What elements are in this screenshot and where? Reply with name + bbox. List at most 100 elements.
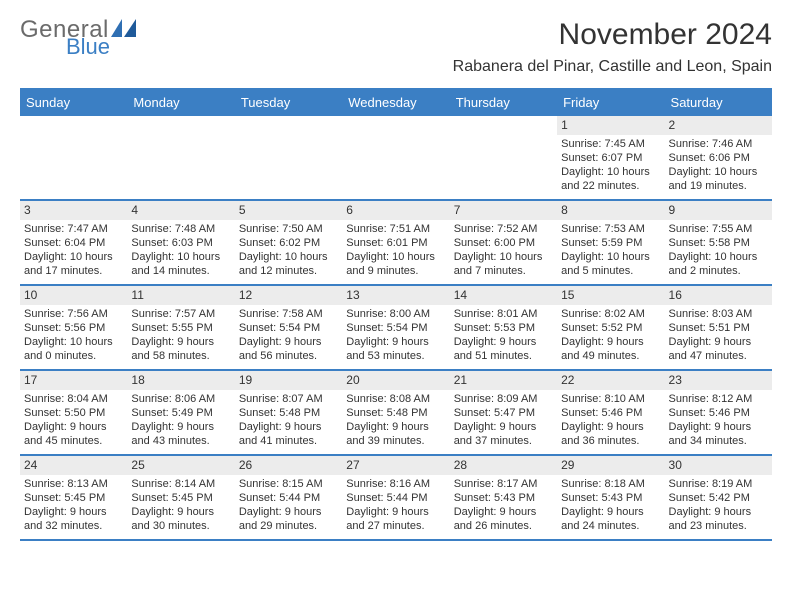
day-details: Sunrise: 7:51 AMSunset: 6:01 PMDaylight:… xyxy=(342,220,449,284)
empty-cell xyxy=(342,116,449,135)
sunrise-text: Sunrise: 8:02 AM xyxy=(561,308,660,322)
day-number: 26 xyxy=(235,456,342,475)
day-number-row: 17181920212223 xyxy=(20,371,772,390)
sunset-text: Sunset: 5:45 PM xyxy=(24,492,123,506)
sunrise-text: Sunrise: 8:04 AM xyxy=(24,393,123,407)
calendar-week: 12Sunrise: 7:45 AMSunset: 6:07 PMDayligh… xyxy=(20,116,772,201)
sunset-text: Sunset: 6:06 PM xyxy=(669,152,768,166)
day-header: Saturday xyxy=(665,90,772,116)
daylight-text: Daylight: 10 hours and 12 minutes. xyxy=(239,251,338,279)
day-details: Sunrise: 8:15 AMSunset: 5:44 PMDaylight:… xyxy=(235,475,342,539)
sunset-text: Sunset: 5:44 PM xyxy=(239,492,338,506)
day-details: Sunrise: 8:17 AMSunset: 5:43 PMDaylight:… xyxy=(450,475,557,539)
day-details: Sunrise: 7:45 AMSunset: 6:07 PMDaylight:… xyxy=(557,135,664,199)
day-header-row: SundayMondayTuesdayWednesdayThursdayFrid… xyxy=(20,90,772,116)
sunset-text: Sunset: 6:00 PM xyxy=(454,237,553,251)
sunset-text: Sunset: 5:43 PM xyxy=(454,492,553,506)
sunrise-text: Sunrise: 8:12 AM xyxy=(669,393,768,407)
daylight-text: Daylight: 9 hours and 24 minutes. xyxy=(561,506,660,534)
empty-cell xyxy=(127,116,234,135)
day-number: 4 xyxy=(127,201,234,220)
sunset-text: Sunset: 5:42 PM xyxy=(669,492,768,506)
day-details: Sunrise: 8:16 AMSunset: 5:44 PMDaylight:… xyxy=(342,475,449,539)
empty-cell xyxy=(127,135,234,199)
calendar-week: 17181920212223Sunrise: 8:04 AMSunset: 5:… xyxy=(20,371,772,456)
day-details: Sunrise: 8:07 AMSunset: 5:48 PMDaylight:… xyxy=(235,390,342,454)
daylight-text: Daylight: 10 hours and 5 minutes. xyxy=(561,251,660,279)
day-header: Tuesday xyxy=(235,90,342,116)
empty-cell xyxy=(235,135,342,199)
day-number: 25 xyxy=(127,456,234,475)
sunset-text: Sunset: 5:54 PM xyxy=(239,322,338,336)
day-number-row: 3456789 xyxy=(20,201,772,220)
daylight-text: Daylight: 10 hours and 17 minutes. xyxy=(24,251,123,279)
day-details: Sunrise: 7:47 AMSunset: 6:04 PMDaylight:… xyxy=(20,220,127,284)
day-number-row: 12 xyxy=(20,116,772,135)
day-details: Sunrise: 7:56 AMSunset: 5:56 PMDaylight:… xyxy=(20,305,127,369)
sunrise-text: Sunrise: 7:58 AM xyxy=(239,308,338,322)
day-details: Sunrise: 8:12 AMSunset: 5:46 PMDaylight:… xyxy=(665,390,772,454)
day-details: Sunrise: 8:14 AMSunset: 5:45 PMDaylight:… xyxy=(127,475,234,539)
day-header: Wednesday xyxy=(342,90,449,116)
sunset-text: Sunset: 5:55 PM xyxy=(131,322,230,336)
logo: General Blue xyxy=(20,18,137,58)
day-number: 18 xyxy=(127,371,234,390)
day-details: Sunrise: 7:53 AMSunset: 5:59 PMDaylight:… xyxy=(557,220,664,284)
sunset-text: Sunset: 5:52 PM xyxy=(561,322,660,336)
day-details: Sunrise: 8:18 AMSunset: 5:43 PMDaylight:… xyxy=(557,475,664,539)
daylight-text: Daylight: 9 hours and 47 minutes. xyxy=(669,336,768,364)
day-number: 2 xyxy=(665,116,772,135)
daylight-text: Daylight: 10 hours and 2 minutes. xyxy=(669,251,768,279)
sunset-text: Sunset: 5:44 PM xyxy=(346,492,445,506)
sunrise-text: Sunrise: 8:16 AM xyxy=(346,478,445,492)
day-details: Sunrise: 8:04 AMSunset: 5:50 PMDaylight:… xyxy=(20,390,127,454)
sunrise-text: Sunrise: 8:07 AM xyxy=(239,393,338,407)
sunset-text: Sunset: 5:58 PM xyxy=(669,237,768,251)
day-number: 17 xyxy=(20,371,127,390)
sunset-text: Sunset: 5:50 PM xyxy=(24,407,123,421)
empty-cell xyxy=(235,116,342,135)
logo-text-blue: Blue xyxy=(66,36,137,58)
sunrise-text: Sunrise: 7:50 AM xyxy=(239,223,338,237)
day-number-row: 10111213141516 xyxy=(20,286,772,305)
sunrise-text: Sunrise: 7:57 AM xyxy=(131,308,230,322)
day-header: Monday xyxy=(127,90,234,116)
daylight-text: Daylight: 10 hours and 14 minutes. xyxy=(131,251,230,279)
sunset-text: Sunset: 5:47 PM xyxy=(454,407,553,421)
day-number: 22 xyxy=(557,371,664,390)
daylight-text: Daylight: 9 hours and 36 minutes. xyxy=(561,421,660,449)
sunset-text: Sunset: 6:03 PM xyxy=(131,237,230,251)
day-detail-row: Sunrise: 8:13 AMSunset: 5:45 PMDaylight:… xyxy=(20,475,772,539)
day-details: Sunrise: 7:52 AMSunset: 6:00 PMDaylight:… xyxy=(450,220,557,284)
sunrise-text: Sunrise: 7:47 AM xyxy=(24,223,123,237)
sunrise-text: Sunrise: 8:08 AM xyxy=(346,393,445,407)
day-details: Sunrise: 8:13 AMSunset: 5:45 PMDaylight:… xyxy=(20,475,127,539)
calendar-week: 3456789Sunrise: 7:47 AMSunset: 6:04 PMDa… xyxy=(20,201,772,286)
empty-cell xyxy=(20,116,127,135)
empty-cell xyxy=(450,116,557,135)
sunset-text: Sunset: 6:01 PM xyxy=(346,237,445,251)
day-number: 1 xyxy=(557,116,664,135)
daylight-text: Daylight: 9 hours and 23 minutes. xyxy=(669,506,768,534)
sunset-text: Sunset: 5:46 PM xyxy=(561,407,660,421)
day-number: 16 xyxy=(665,286,772,305)
calendar-week: 10111213141516Sunrise: 7:56 AMSunset: 5:… xyxy=(20,286,772,371)
daylight-text: Daylight: 9 hours and 32 minutes. xyxy=(24,506,123,534)
sunrise-text: Sunrise: 8:14 AM xyxy=(131,478,230,492)
day-number: 5 xyxy=(235,201,342,220)
empty-cell xyxy=(450,135,557,199)
sunrise-text: Sunrise: 8:10 AM xyxy=(561,393,660,407)
day-number-row: 24252627282930 xyxy=(20,456,772,475)
day-number: 27 xyxy=(342,456,449,475)
sunrise-text: Sunrise: 7:48 AM xyxy=(131,223,230,237)
sunset-text: Sunset: 6:04 PM xyxy=(24,237,123,251)
header: General Blue November 2024 Rabanera del … xyxy=(20,18,772,76)
daylight-text: Daylight: 9 hours and 27 minutes. xyxy=(346,506,445,534)
daylight-text: Daylight: 9 hours and 58 minutes. xyxy=(131,336,230,364)
day-number: 28 xyxy=(450,456,557,475)
daylight-text: Daylight: 9 hours and 56 minutes. xyxy=(239,336,338,364)
daylight-text: Daylight: 10 hours and 0 minutes. xyxy=(24,336,123,364)
sunrise-text: Sunrise: 8:00 AM xyxy=(346,308,445,322)
day-details: Sunrise: 8:00 AMSunset: 5:54 PMDaylight:… xyxy=(342,305,449,369)
daylight-text: Daylight: 9 hours and 37 minutes. xyxy=(454,421,553,449)
